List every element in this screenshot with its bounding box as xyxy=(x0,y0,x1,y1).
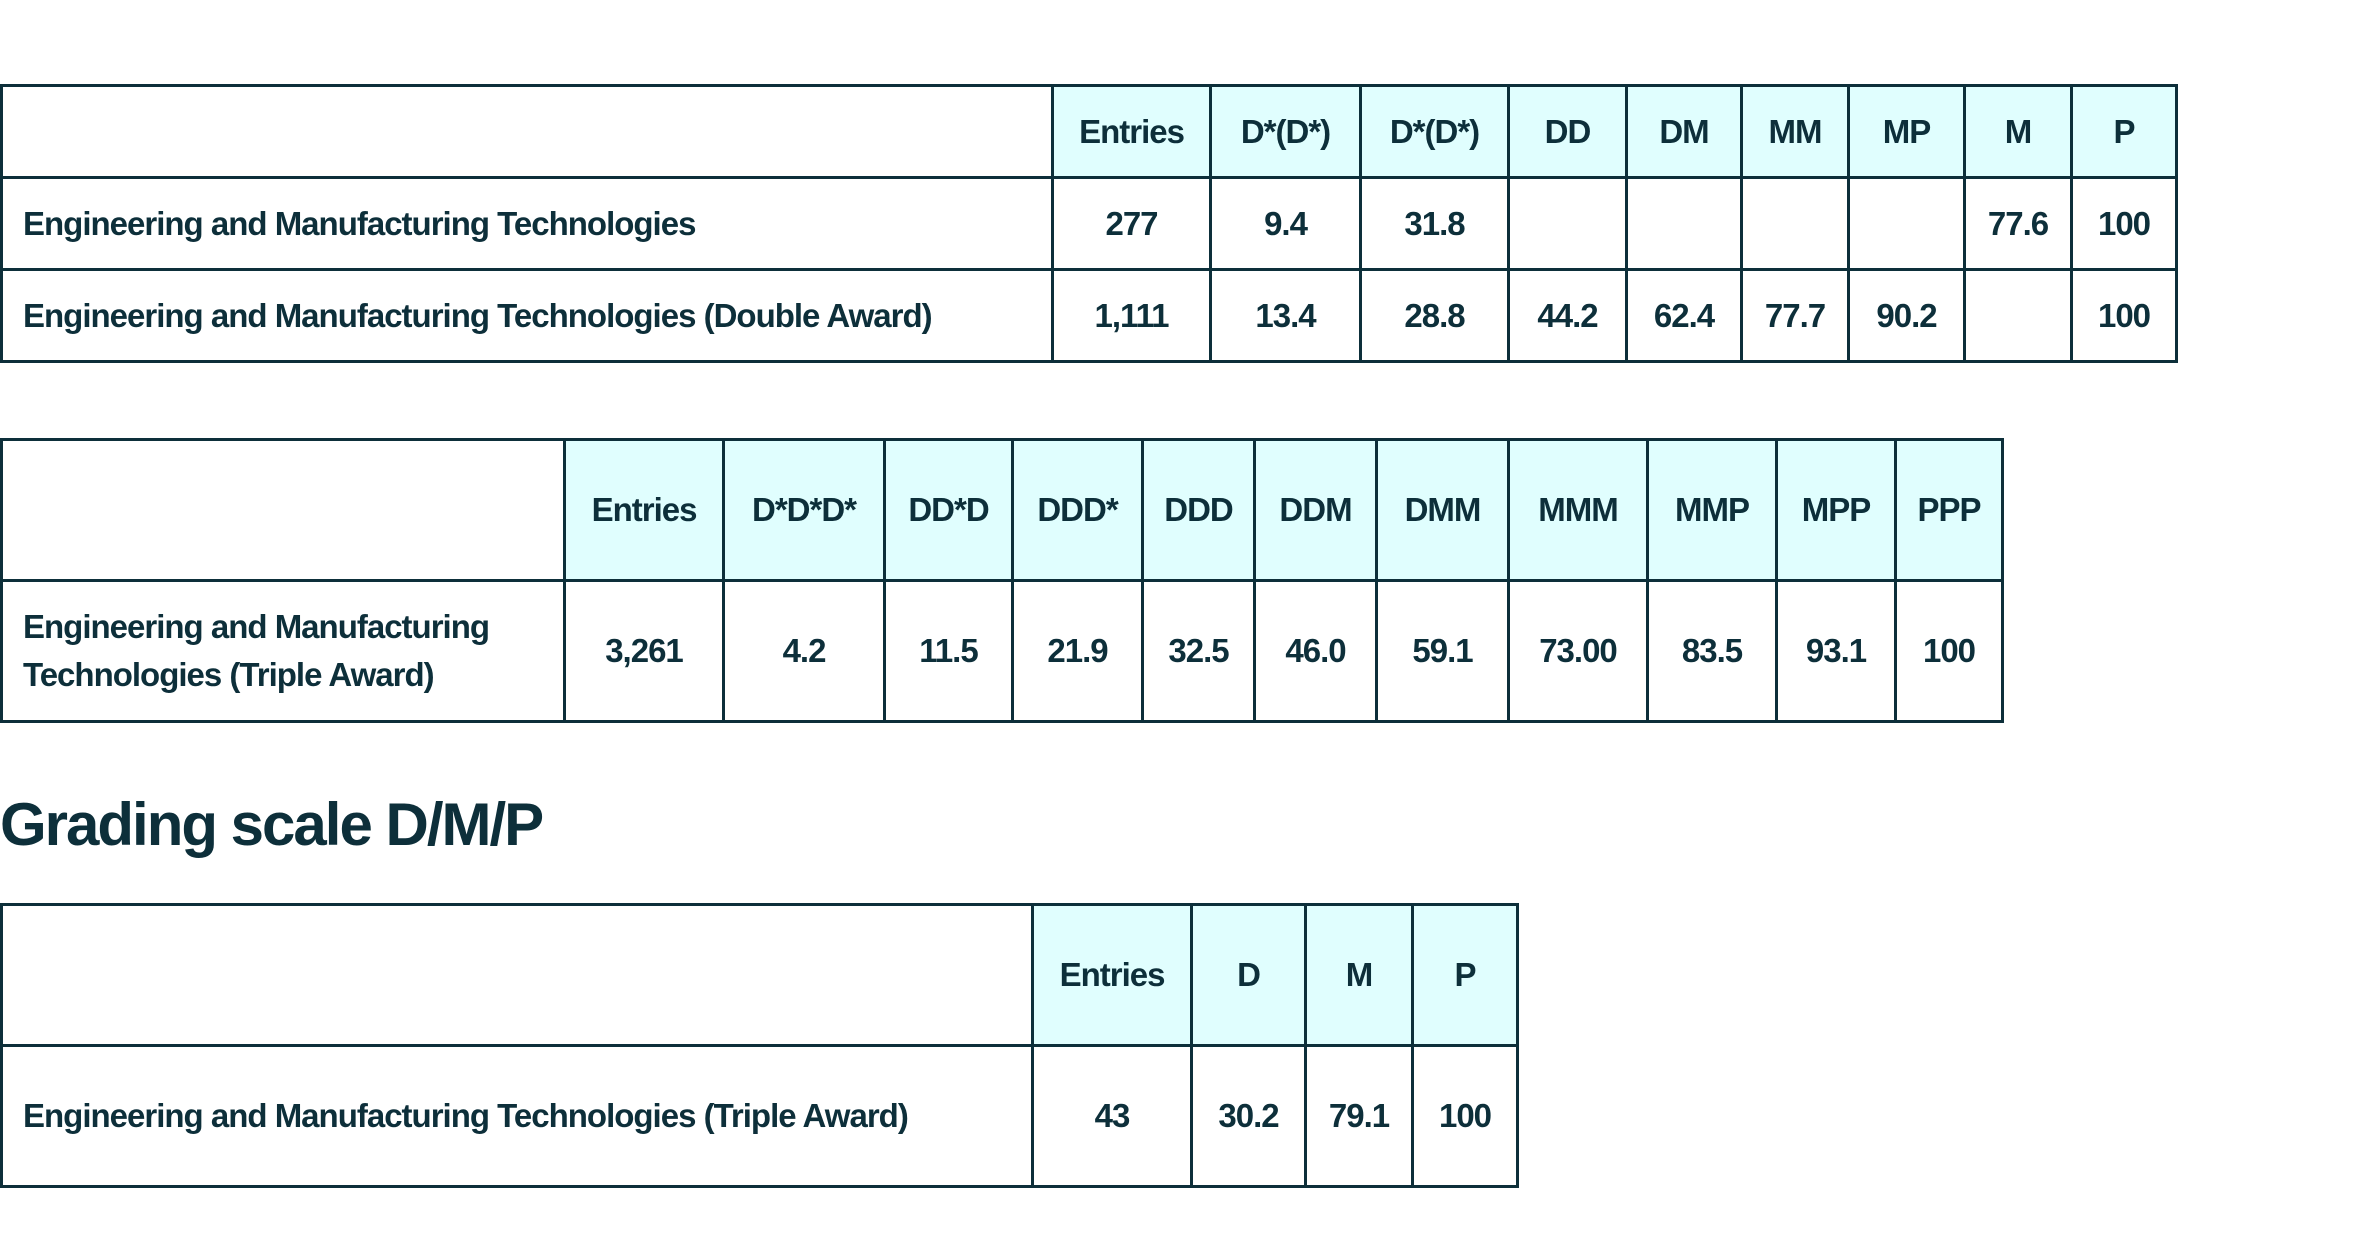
cell-value: 31.8 xyxy=(1359,176,1510,271)
results-table: Entries D*D*D* DD*D DDD* DDD DDM DMM MMM MMP MPP P… xyxy=(0,438,2004,723)
cell-value: 62.4 xyxy=(1625,268,1743,363)
row-label: Engineering and Manufacturing Technologi… xyxy=(0,268,1054,363)
column-header: D*(D*) xyxy=(1359,84,1510,179)
cell-value: 100 xyxy=(1894,579,2004,723)
results-table: Entries D M P Engineering and Manufacturing … xyxy=(0,903,1519,1188)
header-row: Entries D M P xyxy=(0,903,1519,1047)
data-row: Engineering and Manufacturing Technologi… xyxy=(0,176,2178,271)
cell-value: 11.5 xyxy=(883,579,1014,723)
cell-value: 3,261 xyxy=(563,579,725,723)
cell-value: 1,111 xyxy=(1051,268,1212,363)
data-row: Engineering and Manufacturing Technologi… xyxy=(0,1044,1519,1188)
cell-value: 77.6 xyxy=(1963,176,2073,271)
column-header: DDD* xyxy=(1011,438,1144,582)
column-header: D xyxy=(1190,903,1307,1047)
column-header: MPP xyxy=(1775,438,1897,582)
column-header: MMM xyxy=(1507,438,1649,582)
corner-cell xyxy=(0,903,1034,1047)
cell-value: 44.2 xyxy=(1507,268,1628,363)
cell-value xyxy=(1847,176,1966,271)
column-header: M xyxy=(1963,84,2073,179)
column-header: MMP xyxy=(1646,438,1778,582)
column-header: PPP xyxy=(1894,438,2004,582)
cell-value: 32.5 xyxy=(1141,579,1256,723)
cell-value: 30.2 xyxy=(1190,1044,1307,1188)
row-label: Engineering and Manufacturing Technologi… xyxy=(0,579,566,723)
column-header: MM xyxy=(1740,84,1850,179)
column-header: DM xyxy=(1625,84,1743,179)
results-table: Entries D*(D*) D*(D*) DD DM MM MP M P Engineering… xyxy=(0,84,2178,363)
cell-value: 4.2 xyxy=(722,579,886,723)
cell-value: 90.2 xyxy=(1847,268,1966,363)
column-header: Entries xyxy=(563,438,725,582)
header-row: Entries D*D*D* DD*D DDD* DDD DDM DMM MMM MMP MPP P… xyxy=(0,438,2004,582)
cell-value: 100 xyxy=(2070,176,2178,271)
cell-value xyxy=(1740,176,1850,271)
cell-value: 13.4 xyxy=(1209,268,1362,363)
cell-value: 21.9 xyxy=(1011,579,1144,723)
column-header: D*D*D* xyxy=(722,438,886,582)
column-header: DMM xyxy=(1375,438,1510,582)
cell-value: 100 xyxy=(1411,1044,1519,1188)
data-row: Engineering and Manufacturing Technologi… xyxy=(0,268,2178,363)
column-header: P xyxy=(2070,84,2178,179)
data-row: Engineering and Manufacturing Technologi… xyxy=(0,579,2004,723)
column-header: P xyxy=(1411,903,1519,1047)
corner-cell xyxy=(0,438,566,582)
section-heading: Grading scale D/M/P xyxy=(0,791,544,858)
cell-value: 100 xyxy=(2070,268,2178,363)
corner-cell xyxy=(0,84,1054,179)
row-label: Engineering and Manufacturing Technologi… xyxy=(0,176,1054,271)
column-header: DDM xyxy=(1253,438,1378,582)
row-label: Engineering and Manufacturing Technologi… xyxy=(0,1044,1034,1188)
cell-value: 59.1 xyxy=(1375,579,1510,723)
cell-value: 43 xyxy=(1031,1044,1193,1188)
cell-value: 79.1 xyxy=(1304,1044,1414,1188)
cell-value: 77.7 xyxy=(1740,268,1850,363)
cell-value xyxy=(1507,176,1628,271)
cell-value: 9.4 xyxy=(1209,176,1362,271)
header-row: Entries D*(D*) D*(D*) DD DM MM MP M P xyxy=(0,84,2178,179)
cell-value: 93.1 xyxy=(1775,579,1897,723)
column-header: M xyxy=(1304,903,1414,1047)
column-header: MP xyxy=(1847,84,1966,179)
column-header: Entries xyxy=(1051,84,1212,179)
cell-value: 73.00 xyxy=(1507,579,1649,723)
column-header: D*(D*) xyxy=(1209,84,1362,179)
column-header: Entries xyxy=(1031,903,1193,1047)
cell-value: 28.8 xyxy=(1359,268,1510,363)
cell-value: 83.5 xyxy=(1646,579,1778,723)
column-header: DD*D xyxy=(883,438,1014,582)
column-header: DD xyxy=(1507,84,1628,179)
cell-value: 46.0 xyxy=(1253,579,1378,723)
cell-value xyxy=(1625,176,1743,271)
cell-value: 277 xyxy=(1051,176,1212,271)
cell-value xyxy=(1963,268,2073,363)
column-header: DDD xyxy=(1141,438,1256,582)
